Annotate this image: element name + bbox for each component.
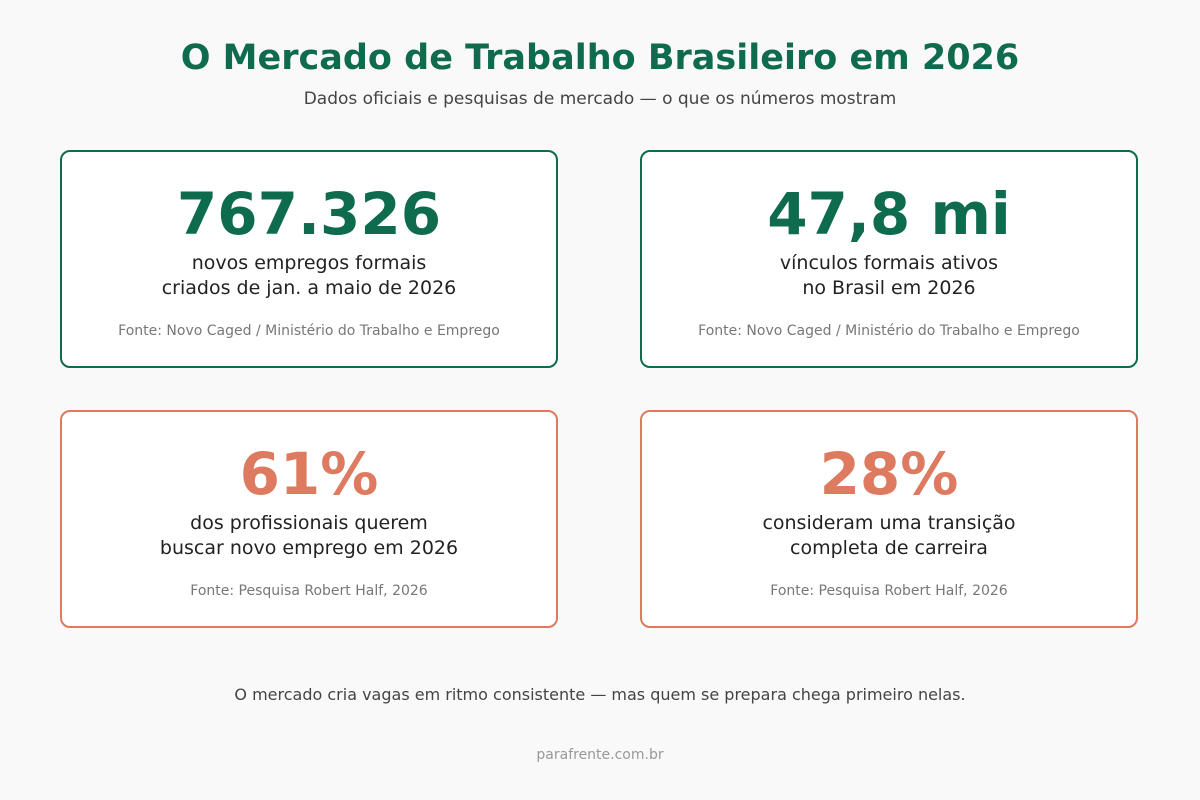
stat-description: vínculos formais ativos no Brasil em 202… (642, 251, 1136, 301)
stat-value: 47,8 mi (767, 180, 1011, 248)
stat-card-job-seekers: 61% dos profissionais querem buscar novo… (60, 410, 558, 628)
stat-description: dos profissionais querem buscar novo emp… (62, 511, 556, 561)
stat-card-active-jobs: 47,8 mi vínculos formais ativos no Brasi… (640, 150, 1138, 368)
stat-description: novos empregos formais criados de jan. a… (62, 251, 556, 301)
stat-description-line: criados de jan. a maio de 2026 (161, 277, 457, 299)
stat-description-line: buscar novo emprego em 2026 (159, 537, 459, 559)
stat-description-line: dos profissionais querem (190, 512, 428, 534)
stat-source: Fonte: Novo Caged / Ministério do Trabal… (698, 323, 1080, 339)
stat-source: Fonte: Novo Caged / Ministério do Trabal… (118, 323, 500, 339)
footer-message: O mercado cria vagas em ritmo consistent… (234, 685, 966, 704)
page-subtitle: Dados oficiais e pesquisas de mercado — … (303, 89, 897, 109)
stat-description: consideram uma transição completa de car… (642, 511, 1136, 561)
stat-card-new-jobs: 767.326 novos empregos formais criados d… (60, 150, 558, 368)
page-title: O Mercado de Trabalho Brasileiro em 2026 (180, 38, 1020, 78)
stat-value: 767.326 (176, 180, 442, 248)
stat-source: Fonte: Pesquisa Robert Half, 2026 (770, 583, 1008, 599)
site-url: parafrente.com.br (536, 747, 664, 763)
stat-source: Fonte: Pesquisa Robert Half, 2026 (190, 583, 428, 599)
stat-description-line: vínculos formais ativos (779, 252, 999, 274)
stat-value: 61% (239, 440, 379, 508)
stat-description-line: consideram uma transição (762, 512, 1016, 534)
stat-description-line: novos empregos formais (191, 252, 427, 274)
stat-card-career-transition: 28% consideram uma transição completa de… (640, 410, 1138, 628)
stat-value: 28% (819, 440, 959, 508)
stat-description-line: completa de carreira (790, 537, 988, 559)
stat-description-line: no Brasil em 2026 (802, 277, 976, 299)
